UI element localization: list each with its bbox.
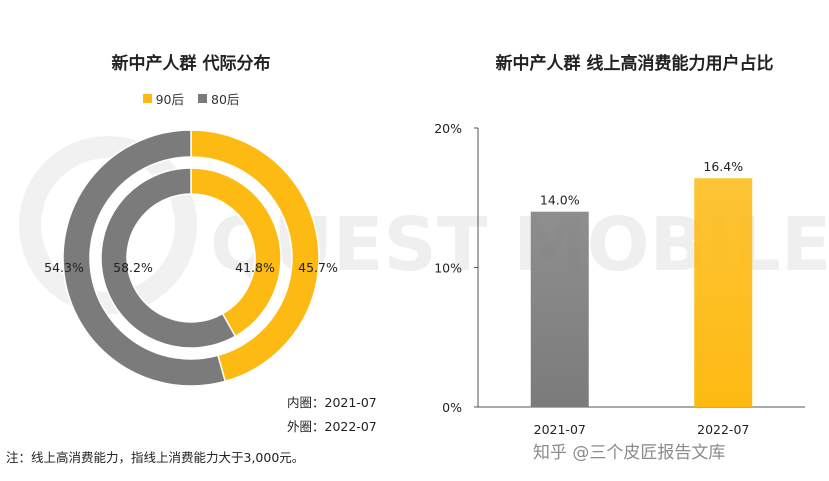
legend-swatch-90s: [142, 94, 152, 103]
donut-label-outer-80s: 54.3%: [44, 260, 84, 275]
source-credit: 知乎 @三个皮匠报告文库: [533, 443, 726, 463]
donut-slice-inner-80s: [100, 167, 237, 349]
donut-legend: 90后 80后: [0, 89, 382, 108]
bar-chart-title: 新中产人群 线上高消费能力用户占比: [495, 54, 774, 74]
donut-chart-title: 新中产人群 代际分布: [111, 54, 271, 74]
outer-ring-note: 外圈：2022-07: [287, 419, 377, 434]
x-tick-label-2021-07: 2021-07: [534, 422, 586, 437]
donut-slice-inner-90s: [190, 167, 282, 338]
footnote: 注：线上高消费能力，指线上消费能力大于3,000元。: [6, 450, 305, 465]
donut-label-inner-80s: 58.2%: [113, 260, 153, 275]
y-tick-label: 20%: [434, 121, 462, 136]
bar-chart: 0% 10% 20% 14.0% 2021-07 16.4% 2022-07: [434, 121, 805, 437]
donut-chart: 41.8% 58.2% 45.7% 54.3%: [44, 130, 338, 387]
donut-label-outer-90s: 45.7%: [298, 260, 338, 275]
y-tick-label: 0%: [442, 400, 462, 415]
bar-2021-07: [530, 211, 589, 407]
y-tick-label: 10%: [434, 261, 462, 276]
inner-ring-note: 内圈：2021-07: [287, 395, 377, 410]
legend-label-90s: 90后: [155, 92, 184, 107]
x-tick-label-2022-07: 2022-07: [697, 422, 749, 437]
donut-label-inner-90s: 41.8%: [235, 260, 275, 275]
bar-2022-07: [694, 178, 753, 407]
legend-item-80s: 80后: [198, 89, 239, 108]
bar-value-label-2021-07: 14.0%: [540, 193, 580, 208]
legend-swatch-80s: [198, 94, 207, 103]
donut-slice-outer-80s: [62, 130, 227, 387]
bar-value-label-2022-07: 16.4%: [703, 159, 743, 174]
legend-label-80s: 80后: [211, 92, 240, 107]
legend-item-90s: 90后: [142, 89, 184, 108]
